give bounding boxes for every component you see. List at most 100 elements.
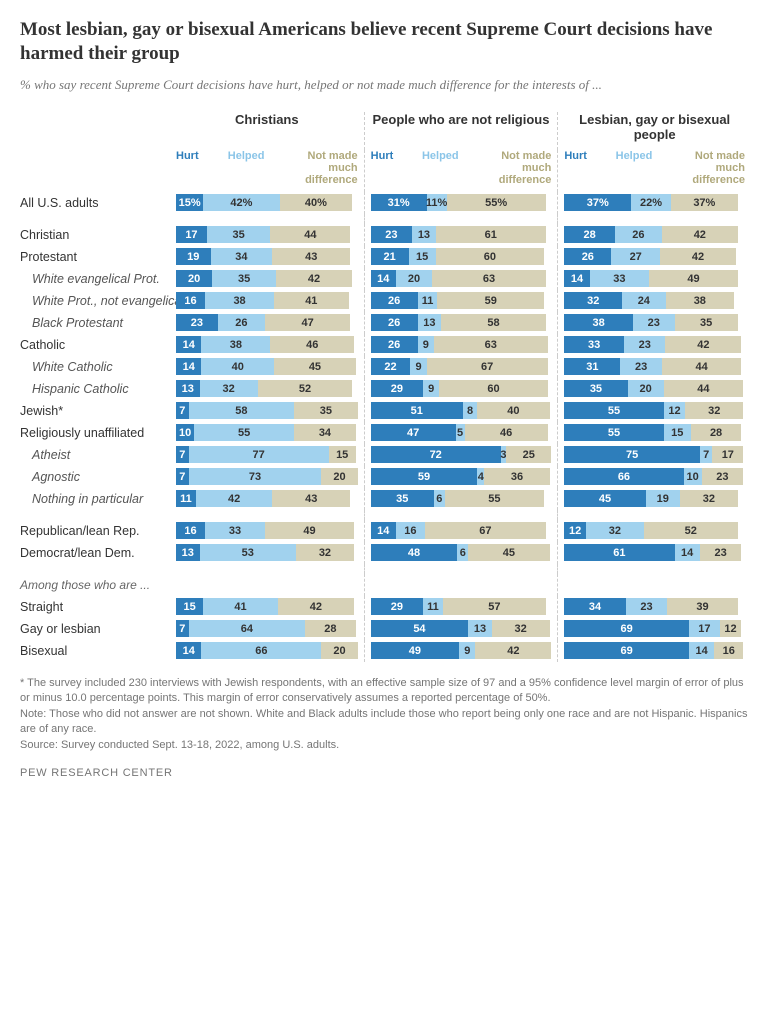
bar-segment-helped: 15 [664, 424, 691, 441]
bar-segment-helped: 9 [410, 358, 426, 375]
footnotes: * The survey included 230 interviews wit… [20, 676, 751, 753]
stacked-bar: 173544 [176, 226, 358, 243]
bar-segment-nomuch: 49 [649, 270, 738, 287]
bar-cell: 47546 [364, 422, 558, 444]
bar-segment-nomuch: 35 [675, 314, 738, 331]
bar-segment-helped: 58 [189, 402, 294, 419]
bar-segment-nomuch: 17 [712, 446, 743, 463]
bar-segment-nomuch: 46 [270, 336, 354, 353]
bar-segment-nomuch: 47 [265, 314, 350, 331]
footnote-line: Note: Those who did not answer are not s… [20, 707, 751, 738]
stacked-bar: 551232 [564, 402, 745, 419]
col-header: Lesbian, gay or bisexual people [557, 112, 751, 150]
stacked-bar: 76428 [176, 620, 358, 637]
bar-segment-hurt: 11 [176, 490, 196, 507]
stacked-bar: 691416 [564, 642, 745, 659]
bar-segment-nomuch: 43 [272, 490, 350, 507]
bar-cell: 691416 [557, 640, 751, 662]
bar-segment-nomuch: 32 [685, 402, 743, 419]
bar-segment-helped: 53 [200, 544, 296, 561]
stacked-bar: 123252 [564, 522, 745, 539]
bar-segment-hurt: 7 [176, 402, 189, 419]
stacked-bar: 332342 [564, 336, 745, 353]
bar-cell: 261159 [364, 290, 558, 312]
bar-segment-hurt: 14 [176, 642, 201, 659]
bar-segment-helped: 32 [200, 380, 258, 397]
stacked-bar: 691712 [564, 620, 745, 637]
spacer [20, 510, 170, 520]
bar-segment-helped: 20 [628, 380, 664, 397]
bar-segment-helped: 7 [700, 446, 713, 463]
bar-segment-helped: 32 [586, 522, 644, 539]
stacked-bar: 37%22%37% [564, 194, 745, 211]
spacer [557, 510, 751, 520]
bar-segment-hurt: 12 [564, 522, 586, 539]
bar-cell: 193443 [170, 246, 364, 268]
bar-segment-hurt: 35 [371, 490, 434, 507]
row-label: Nothing in particular [20, 488, 170, 510]
spacer [364, 564, 558, 574]
bar-segment-helped: 13 [418, 314, 441, 331]
bar-segment-nomuch: 42 [276, 270, 352, 287]
col-header-empty [20, 112, 170, 150]
bar-cell: 35655 [364, 488, 558, 510]
bar-segment-nomuch: 63 [432, 270, 546, 287]
stacked-bar: 77320 [176, 468, 358, 485]
bar-segment-helped: 23 [624, 336, 666, 353]
stacked-bar: 611423 [564, 544, 745, 561]
stacked-bar: 451932 [564, 490, 745, 507]
bar-segment-hurt: 38 [564, 314, 633, 331]
row-label: Christian [20, 224, 170, 246]
legend-hurt: Hurt [564, 150, 587, 186]
spacer [557, 564, 751, 574]
bar-segment-helped: 16 [396, 522, 425, 539]
bar-cell: 262742 [557, 246, 751, 268]
legend-helped: Helped [422, 150, 459, 186]
bar-segment-hurt: 22 [371, 358, 411, 375]
bar-segment-hurt: 21 [371, 248, 409, 265]
bar-cell: 114243 [170, 488, 364, 510]
bar-segment-nomuch: 44 [270, 226, 350, 243]
stacked-bar: 211560 [371, 248, 552, 265]
bar-cell: 291157 [364, 596, 558, 618]
legend-cell: HurtHelpedNot made much difference [170, 150, 364, 192]
stacked-bar: 163349 [176, 522, 358, 539]
stacked-bar: 661023 [564, 468, 745, 485]
spacer [20, 214, 170, 224]
bar-segment-hurt: 34 [564, 598, 625, 615]
stacked-bar: 232647 [176, 314, 358, 331]
bar-segment-hurt: 48 [371, 544, 458, 561]
bar-cell: 31%11%55% [364, 192, 558, 214]
bar-segment-helped: 17 [689, 620, 720, 637]
bar-cell: 143349 [557, 268, 751, 290]
bar-segment-hurt: 47 [371, 424, 456, 441]
stacked-bar: 541332 [371, 620, 552, 637]
bar-segment-nomuch: 58 [441, 314, 546, 331]
bar-segment-hurt: 72 [371, 446, 501, 463]
bar-segment-helped: 38 [205, 292, 274, 309]
empty-cell [364, 574, 558, 596]
legend-nomuch: Not made much difference [681, 150, 745, 186]
bar-segment-hurt: 7 [176, 468, 189, 485]
bar-segment-helped: 27 [611, 248, 660, 265]
bar-cell: 51840 [364, 400, 558, 422]
bar-segment-nomuch: 37% [671, 194, 738, 211]
bar-segment-hurt: 15 [176, 598, 203, 615]
legend-hurt: Hurt [176, 150, 199, 186]
bar-cell: 332342 [557, 334, 751, 356]
bar-segment-hurt: 7 [176, 620, 189, 637]
bar-cell: 75717 [557, 444, 751, 466]
bar-cell: 451932 [557, 488, 751, 510]
row-label: Gay or lesbian [20, 618, 170, 640]
bar-segment-hurt: 28 [564, 226, 615, 243]
stacked-bar: 77715 [176, 446, 358, 463]
bar-segment-hurt: 26 [564, 248, 611, 265]
stacked-bar: 143349 [564, 270, 745, 287]
bar-segment-hurt: 31 [564, 358, 620, 375]
bar-segment-hurt: 54 [371, 620, 469, 637]
bar-segment-hurt: 14 [176, 336, 201, 353]
legend-empty [20, 150, 170, 192]
bar-segment-hurt: 59 [371, 468, 478, 485]
bar-segment-helped: 26 [218, 314, 265, 331]
bar-cell: 611423 [557, 542, 751, 564]
